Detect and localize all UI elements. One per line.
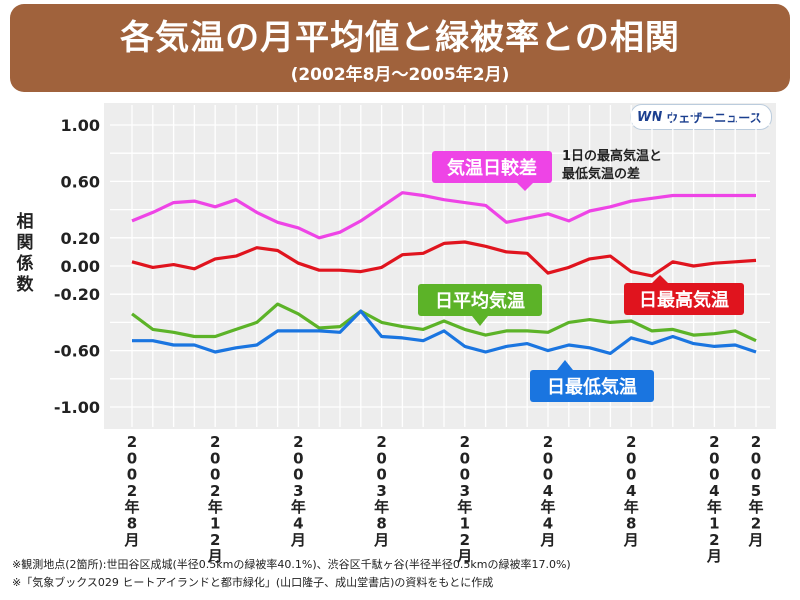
y-tick-label: 1.00: [61, 116, 100, 135]
series-label-pointer: [517, 183, 533, 191]
series-label: 日平均気温: [435, 290, 525, 312]
series-annotation-line-1: 1日の最高気温と: [562, 148, 662, 164]
series-label-pointer: [472, 316, 488, 326]
page-subtitle: (2002年8月～2005年2月): [290, 65, 510, 85]
y-tick-label: 0.20: [61, 229, 100, 248]
brand-badge: WN ウェザーニュース: [630, 104, 772, 130]
series-label: 日最高気温: [639, 289, 729, 311]
series-label-box: [624, 283, 744, 315]
footnote-2: ※「気象ブックス029 ヒートアイランドと都市緑化」(山口隆子、成山堂書店)の資…: [12, 576, 494, 589]
y-tick-label: -0.60: [54, 342, 100, 361]
weathernews-logo-icon: WN: [637, 109, 663, 125]
series-annotation-line-2: 最低気温の差: [562, 166, 640, 182]
series-line-0: [131, 191, 756, 240]
y-tick-label: -1.00: [54, 398, 100, 417]
page-title: 各気温の月平均値と緑被率との相関: [120, 18, 680, 58]
series-line-3: [132, 309, 757, 355]
series-label: 気温日較差: [447, 157, 537, 179]
footnote-1: ※観測地点(2箇所):世田谷区成城(半径0.5kmの緑被率40.1%)、渋谷区千…: [12, 558, 571, 571]
series-label-box: [530, 370, 654, 402]
series-line-1: [131, 240, 757, 278]
y-tick-label: -0.20: [54, 285, 100, 304]
y-axis-label: 相関係数: [16, 212, 34, 295]
series-label-box: [418, 284, 542, 316]
series-label-pointer: [652, 275, 668, 283]
title-banner: 各気温の月平均値と緑被率との相関 (2002年8月～2005年2月): [10, 4, 790, 92]
series-line-2: [131, 302, 757, 343]
series-label-pointer: [557, 360, 573, 370]
y-tick-label: 0.60: [61, 172, 100, 191]
y-tick-label: 0.00: [61, 257, 100, 276]
footnotes: ※観測地点(2箇所):世田谷区成城(半径0.5kmの緑被率40.1%)、渋谷区千…: [12, 556, 792, 592]
series-label: 日最低気温: [547, 376, 637, 398]
series-label-box: [432, 151, 552, 183]
